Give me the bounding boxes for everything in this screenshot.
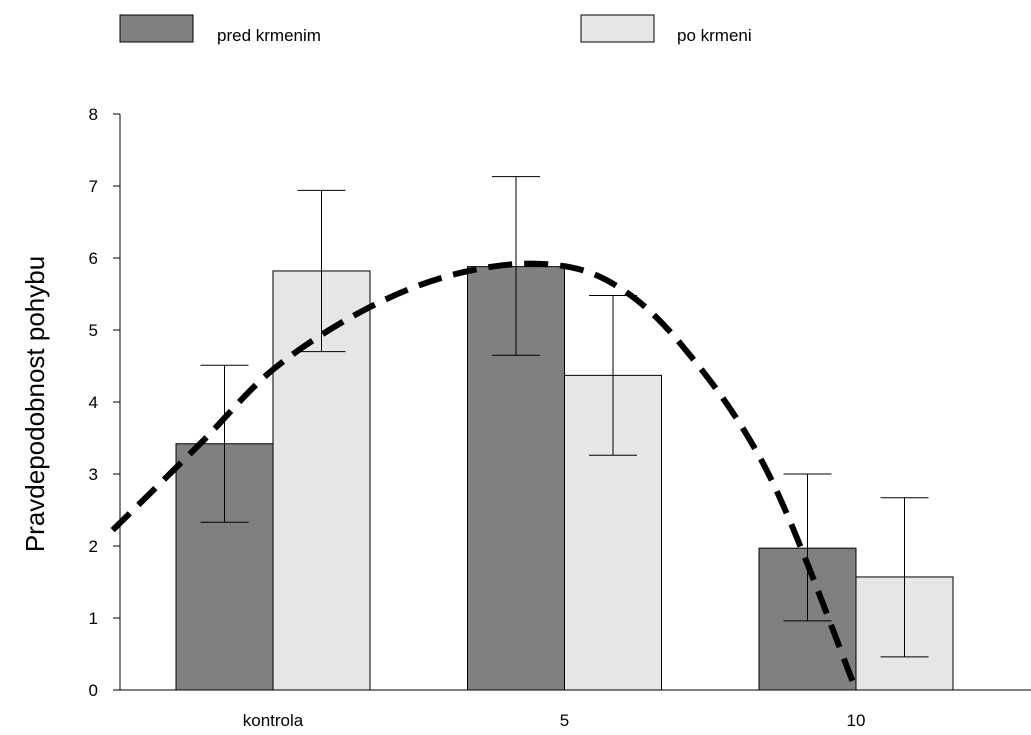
y-tick-label: 4 — [89, 393, 98, 412]
y-ticks: 0 1 2 3 4 5 6 7 8 — [89, 105, 120, 700]
x-tick-label: 10 — [847, 711, 866, 730]
bars — [175, 266, 954, 691]
y-tick-label: 2 — [89, 537, 98, 556]
legend-label-po-krmeni: po krmeni — [677, 26, 752, 45]
trend-curve — [110, 260, 859, 692]
x-tick-label: 5 — [560, 711, 569, 730]
error-bars — [200, 176, 929, 658]
y-tick-label: 8 — [89, 105, 98, 124]
plot-area: 0 1 2 3 4 5 6 7 8 kontrola 5 10 — [89, 105, 1031, 730]
legend-swatch-pred-krmenim — [119, 14, 194, 43]
x-ticks: kontrola 5 10 — [243, 711, 866, 730]
y-tick-label: 5 — [89, 321, 98, 340]
y-tick-label: 0 — [89, 681, 98, 700]
y-tick-label: 3 — [89, 465, 98, 484]
y-axis-label: Pravdepodobnost pohybu — [20, 256, 50, 552]
y-tick-label: 7 — [89, 177, 98, 196]
legend-swatch-po-krmeni — [580, 14, 655, 43]
y-tick-label: 1 — [89, 609, 98, 628]
legend-label-pred-krmenim: pred krmenim — [217, 26, 321, 45]
legend: pred krmenim po krmeni — [119, 14, 752, 45]
y-tick-label: 6 — [89, 249, 98, 268]
x-tick-label: kontrola — [243, 711, 304, 730]
